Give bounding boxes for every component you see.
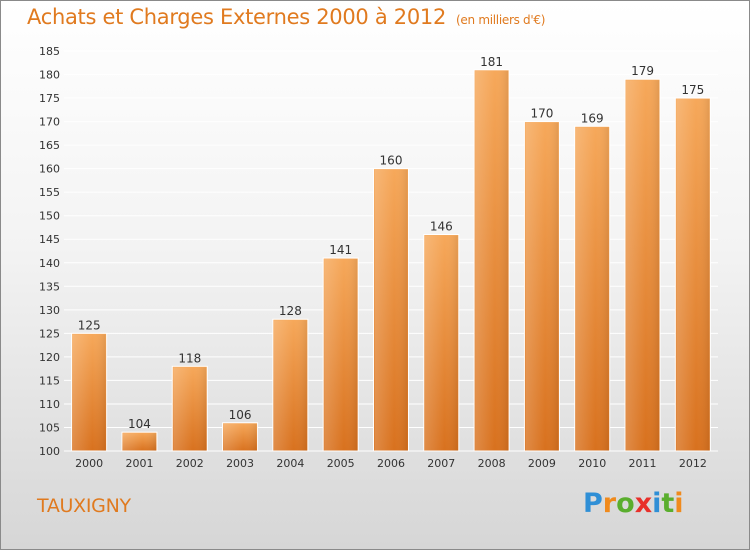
x-tick-label: 2011 <box>629 457 657 470</box>
y-tick-label: 185 <box>39 45 60 58</box>
commune-name: TAUXIGNY <box>37 495 131 517</box>
value-labels: 125 104 118 106 128 141 160 146 181 170 169 179 175 <box>78 55 705 431</box>
value-label: 106 <box>229 408 252 422</box>
value-label: 169 <box>581 111 604 125</box>
value-label: 104 <box>128 417 151 431</box>
logo-letter: t <box>661 488 675 519</box>
y-tick-label: 105 <box>39 421 60 434</box>
value-label: 146 <box>430 220 453 234</box>
x-tick-label: 2004 <box>276 457 304 470</box>
value-label: 160 <box>380 154 403 168</box>
x-tick-label: 2001 <box>125 457 153 470</box>
x-axis: 2000 2001 2002 2003 2004 2005 2006 2007 2008 2009… <box>75 457 707 470</box>
x-tick-label: 2000 <box>75 457 103 470</box>
bar-shading <box>525 122 559 452</box>
logo-letter: r <box>602 488 617 519</box>
value-label: 170 <box>530 107 553 121</box>
x-tick-label: 2005 <box>327 457 355 470</box>
bar-shading <box>626 80 660 451</box>
bar-shading <box>475 70 509 451</box>
y-tick-label: 180 <box>39 69 60 82</box>
y-tick-label: 110 <box>39 398 60 411</box>
bar-shading <box>122 433 156 451</box>
chart-title-text: Achats et Charges Externes 2000 à 2012 <box>27 5 447 29</box>
value-label: 118 <box>178 351 201 365</box>
x-tick-label: 2008 <box>478 457 506 470</box>
value-label: 181 <box>480 55 503 69</box>
bar-shading <box>273 320 307 451</box>
y-tick-label: 155 <box>39 186 60 199</box>
logo-letter: o <box>616 488 635 519</box>
chart-title: Achats et Charges Externes 2000 à 2012 (e… <box>27 5 545 29</box>
value-label: 128 <box>279 304 302 318</box>
y-tick-label: 175 <box>39 92 60 105</box>
value-label: 175 <box>681 83 704 97</box>
y-tick-label: 130 <box>39 304 60 317</box>
bars <box>71 69 711 452</box>
y-tick-label: 135 <box>39 280 60 293</box>
y-tick-label: 120 <box>39 351 60 364</box>
y-tick-label: 145 <box>39 233 60 246</box>
bar-shading <box>173 367 207 451</box>
y-tick-label: 160 <box>39 163 60 176</box>
y-tick-label: 165 <box>39 139 60 152</box>
proxiti-logo[interactable]: Proxiti <box>583 488 684 519</box>
chart-subtitle: (en milliers d'€) <box>456 13 546 27</box>
x-tick-label: 2012 <box>679 457 707 470</box>
y-tick-label: 140 <box>39 257 60 270</box>
bar-shading <box>676 99 710 451</box>
y-tick-label: 125 <box>39 327 60 340</box>
value-label: 179 <box>631 64 654 78</box>
bar-shading <box>374 169 408 451</box>
x-tick-label: 2003 <box>226 457 254 470</box>
bar-shading <box>324 259 358 451</box>
logo-letter: P <box>583 488 603 519</box>
x-tick-label: 2009 <box>528 457 556 470</box>
x-tick-label: 2006 <box>377 457 405 470</box>
x-tick-label: 2007 <box>427 457 455 470</box>
bar-shading <box>72 334 106 451</box>
y-tick-label: 100 <box>39 445 60 458</box>
y-tick-label: 150 <box>39 210 60 223</box>
bar-shading <box>424 235 458 451</box>
y-tick-label: 115 <box>39 374 60 387</box>
bar-shading <box>223 423 257 451</box>
bar-shading <box>575 127 609 451</box>
value-label: 125 <box>78 318 101 332</box>
y-axis: 100 105 110 115 120 125 130 135 140 145 150 155 160 1… <box>39 45 60 458</box>
logo-letter: i <box>674 488 684 519</box>
y-tick-label: 170 <box>39 116 60 129</box>
logo-letter: i <box>652 488 662 519</box>
value-label: 141 <box>329 243 352 257</box>
x-tick-label: 2002 <box>176 457 204 470</box>
x-tick-label: 2010 <box>578 457 606 470</box>
logo-letter: x <box>634 488 653 519</box>
